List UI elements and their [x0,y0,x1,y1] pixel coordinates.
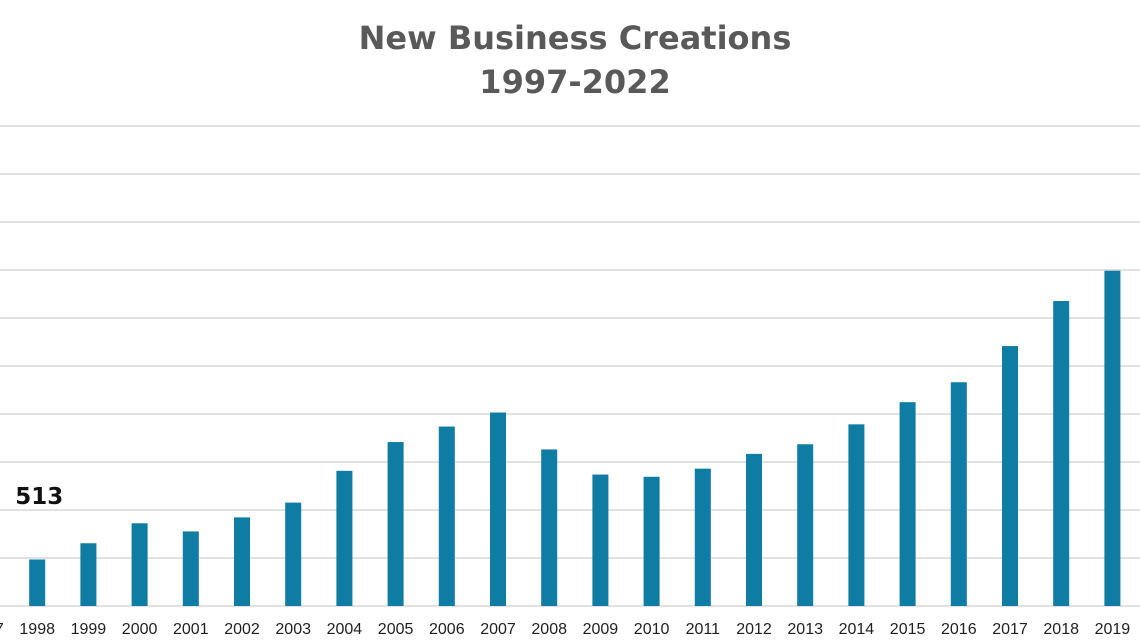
x-tick-label-1998: 1998 [19,621,55,638]
x-axis-tick-labels: 1997 1998 1999 2000 2001 2002 2003 2004 2005 2006… [0,621,1131,638]
bars [29,270,1121,606]
bar-2012 [746,453,762,606]
bar-2001 [182,531,199,606]
x-tick-label-2003: 2003 [275,621,311,638]
bar-2016 [950,382,967,606]
bar-2017 [1002,346,1018,606]
bar-1999 [80,543,97,606]
x-tick-label-1997: 1997 [0,621,4,638]
bar-2011 [694,468,711,606]
bar-2006 [438,426,455,606]
bar-2018 [1053,301,1070,606]
data-labels: 513 [15,484,63,510]
chart-subtitle: 1997-2022 [479,63,670,101]
chart-title: New Business Creations [359,19,792,57]
bar-2010 [643,476,660,606]
bar-2015 [899,402,916,606]
x-tick-label-2012: 2012 [736,621,772,638]
bar-2008 [541,449,558,606]
x-tick-label-2010: 2010 [634,621,670,638]
x-tick-label-2016: 2016 [941,621,977,638]
bar-2005 [387,442,404,606]
bar-2007 [490,412,506,606]
x-tick-label-2015: 2015 [890,621,926,638]
x-tick-label-2006: 2006 [429,621,465,638]
bar-2004 [336,470,353,606]
x-tick-label-2000: 2000 [122,621,158,638]
x-tick-label-2004: 2004 [327,621,363,638]
x-tick-label-2017: 2017 [992,621,1028,638]
x-tick-label-2005: 2005 [378,621,414,638]
x-tick-label-1999: 1999 [71,621,107,638]
bar-2002 [234,517,250,606]
x-tick-label-2009: 2009 [583,621,619,638]
bar-2000 [131,523,148,606]
x-tick-label-2013: 2013 [787,621,823,638]
bar-1998 [29,559,46,606]
x-tick-label-2014: 2014 [839,621,875,638]
data-label-1998: 513 [15,484,63,510]
x-tick-label-2007: 2007 [480,621,516,638]
bar-2013 [797,444,814,606]
bar-2019 [1104,270,1121,606]
x-tick-label-2002: 2002 [224,621,260,638]
x-tick-label-2018: 2018 [1043,621,1079,638]
bar-2014 [848,424,865,606]
bar-2003 [285,502,302,606]
x-tick-label-2001: 2001 [173,621,209,638]
x-tick-label-2011: 2011 [686,621,721,638]
bar-2009 [592,474,609,606]
x-tick-label-2008: 2008 [531,621,567,638]
x-tick-label-2019: 2019 [1095,621,1131,638]
gridlines [0,125,1140,607]
